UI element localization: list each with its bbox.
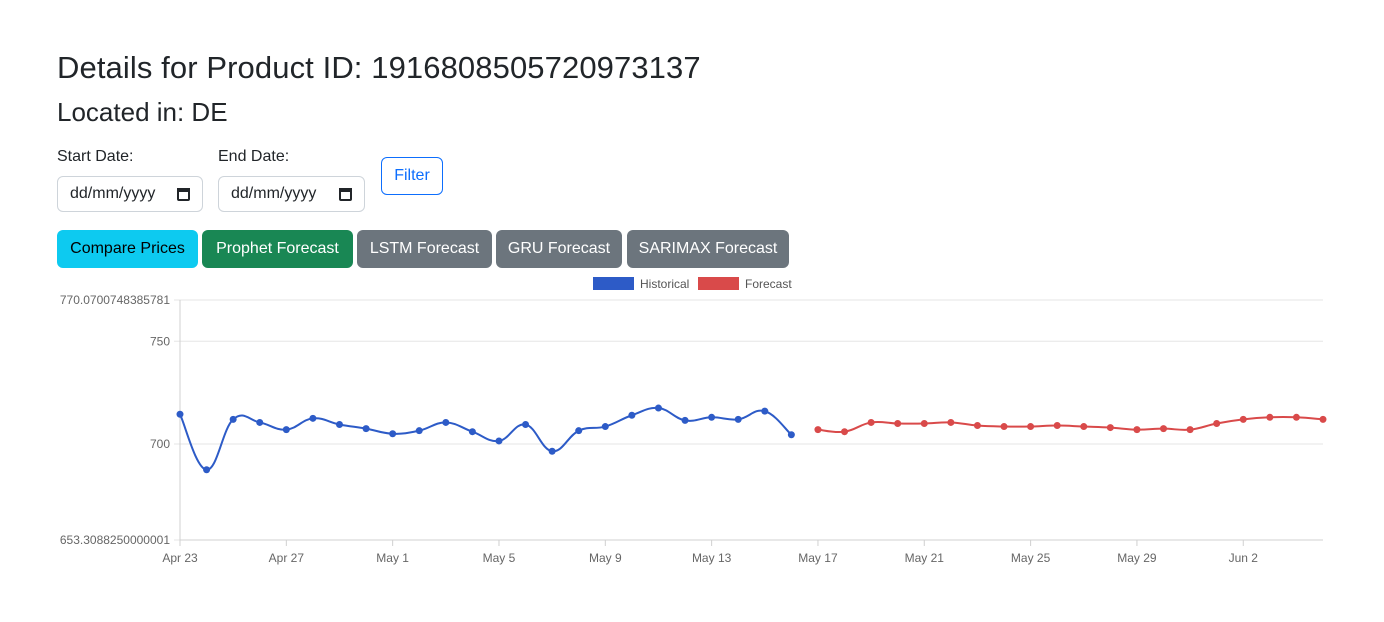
x-tick-label: May 21: [905, 551, 945, 565]
historical-data-point: [309, 414, 317, 422]
x-tick-label: May 1: [376, 551, 409, 565]
page-title: Details for Product ID: 1916808505720973…: [57, 50, 701, 85]
historical-data-point: [203, 466, 211, 474]
end-date-input[interactable]: dd/mm/yyyy: [218, 176, 365, 212]
calendar-icon[interactable]: [339, 187, 352, 201]
historical-data-point: [495, 437, 503, 445]
historical-data-point: [681, 416, 689, 424]
forecast-data-point: [814, 426, 822, 434]
forecast-data-point: [1239, 415, 1247, 423]
location-heading: Located in: DE: [57, 97, 228, 127]
x-tick-label: May 13: [692, 551, 732, 565]
historical-data-point: [654, 404, 662, 412]
x-tick-label: Apr 27: [269, 551, 305, 565]
forecast-data-point: [1266, 413, 1274, 421]
historical-data-point: [548, 447, 556, 455]
gru-forecast-button[interactable]: GRU Forecast: [496, 230, 622, 268]
forecast-legend-label: Forecast: [745, 277, 792, 291]
forecast-data-point: [1160, 425, 1168, 433]
compare-prices-button[interactable]: Compare Prices: [57, 230, 198, 268]
filter-button[interactable]: Filter: [381, 157, 443, 195]
x-tick-label: May 5: [483, 551, 516, 565]
start-date-label: Start Date:: [57, 148, 134, 165]
historical-data-point: [708, 413, 716, 421]
x-tick-label: Apr 23: [162, 551, 198, 565]
historical-data-point: [522, 421, 530, 429]
start-date-value: dd/mm/yyyy: [70, 185, 156, 202]
forecast-data-point: [947, 418, 955, 426]
forecast-data-point: [1319, 415, 1327, 423]
prophet-forecast-button[interactable]: Prophet Forecast: [202, 230, 353, 268]
historical-data-point: [442, 418, 450, 426]
forecast-data-point: [1053, 422, 1061, 430]
forecast-data-point: [973, 422, 981, 430]
forecast-legend-swatch: [698, 277, 739, 290]
forecast-series-line: [817, 415, 1324, 434]
x-tick-label: Jun 2: [1229, 551, 1259, 565]
historical-data-point: [468, 428, 476, 436]
historical-data-point: [389, 430, 397, 438]
historical-data-point: [628, 411, 636, 419]
forecast-data-point: [1106, 424, 1114, 432]
historical-data-point: [362, 425, 370, 433]
historical-data-point: [229, 415, 237, 423]
calendar-icon[interactable]: [177, 187, 190, 201]
forecast-data-point: [920, 419, 928, 427]
sarimax-forecast-button[interactable]: SARIMAX Forecast: [627, 230, 789, 268]
historical-data-point: [256, 418, 264, 426]
forecast-data-point: [1186, 426, 1194, 434]
historical-data-point: [282, 426, 290, 434]
historical-legend-label: Historical: [640, 277, 689, 291]
forecast-data-point: [1133, 426, 1141, 434]
y-tick-label: 700: [150, 437, 170, 451]
lstm-forecast-button[interactable]: LSTM Forecast: [357, 230, 492, 268]
forecast-data-point: [841, 428, 849, 436]
y-tick-label: 653.3088250000001: [60, 533, 170, 547]
forecast-data-point: [1080, 423, 1088, 431]
historical-data-point: [601, 423, 609, 431]
forecast-data-point: [1292, 413, 1300, 421]
forecast-data-point: [867, 418, 875, 426]
forecast-data-point: [1000, 423, 1008, 431]
historical-data-point: [734, 415, 742, 423]
historical-data-point: [761, 407, 769, 415]
forecast-data-point: [1027, 423, 1035, 431]
end-date-value: dd/mm/yyyy: [231, 185, 317, 202]
historical-series-line: [179, 406, 793, 471]
historical-data-point: [787, 431, 795, 439]
x-tick-label: May 29: [1117, 551, 1157, 565]
y-tick-label: 750: [150, 334, 170, 348]
x-tick-label: May 25: [1011, 551, 1051, 565]
forecast-data-point: [1213, 419, 1221, 427]
historical-data-point: [335, 421, 343, 429]
forecast-data-point: [894, 419, 902, 427]
start-date-input[interactable]: dd/mm/yyyy: [57, 176, 203, 212]
x-tick-label: May 9: [589, 551, 622, 565]
historical-legend-swatch: [593, 277, 634, 290]
y-tick-label: 770.0700748385781: [60, 293, 170, 307]
end-date-label: End Date:: [218, 148, 290, 165]
historical-data-point: [415, 427, 423, 435]
historical-data-point: [575, 427, 583, 435]
historical-data-point: [176, 410, 184, 418]
x-tick-label: May 17: [798, 551, 838, 565]
